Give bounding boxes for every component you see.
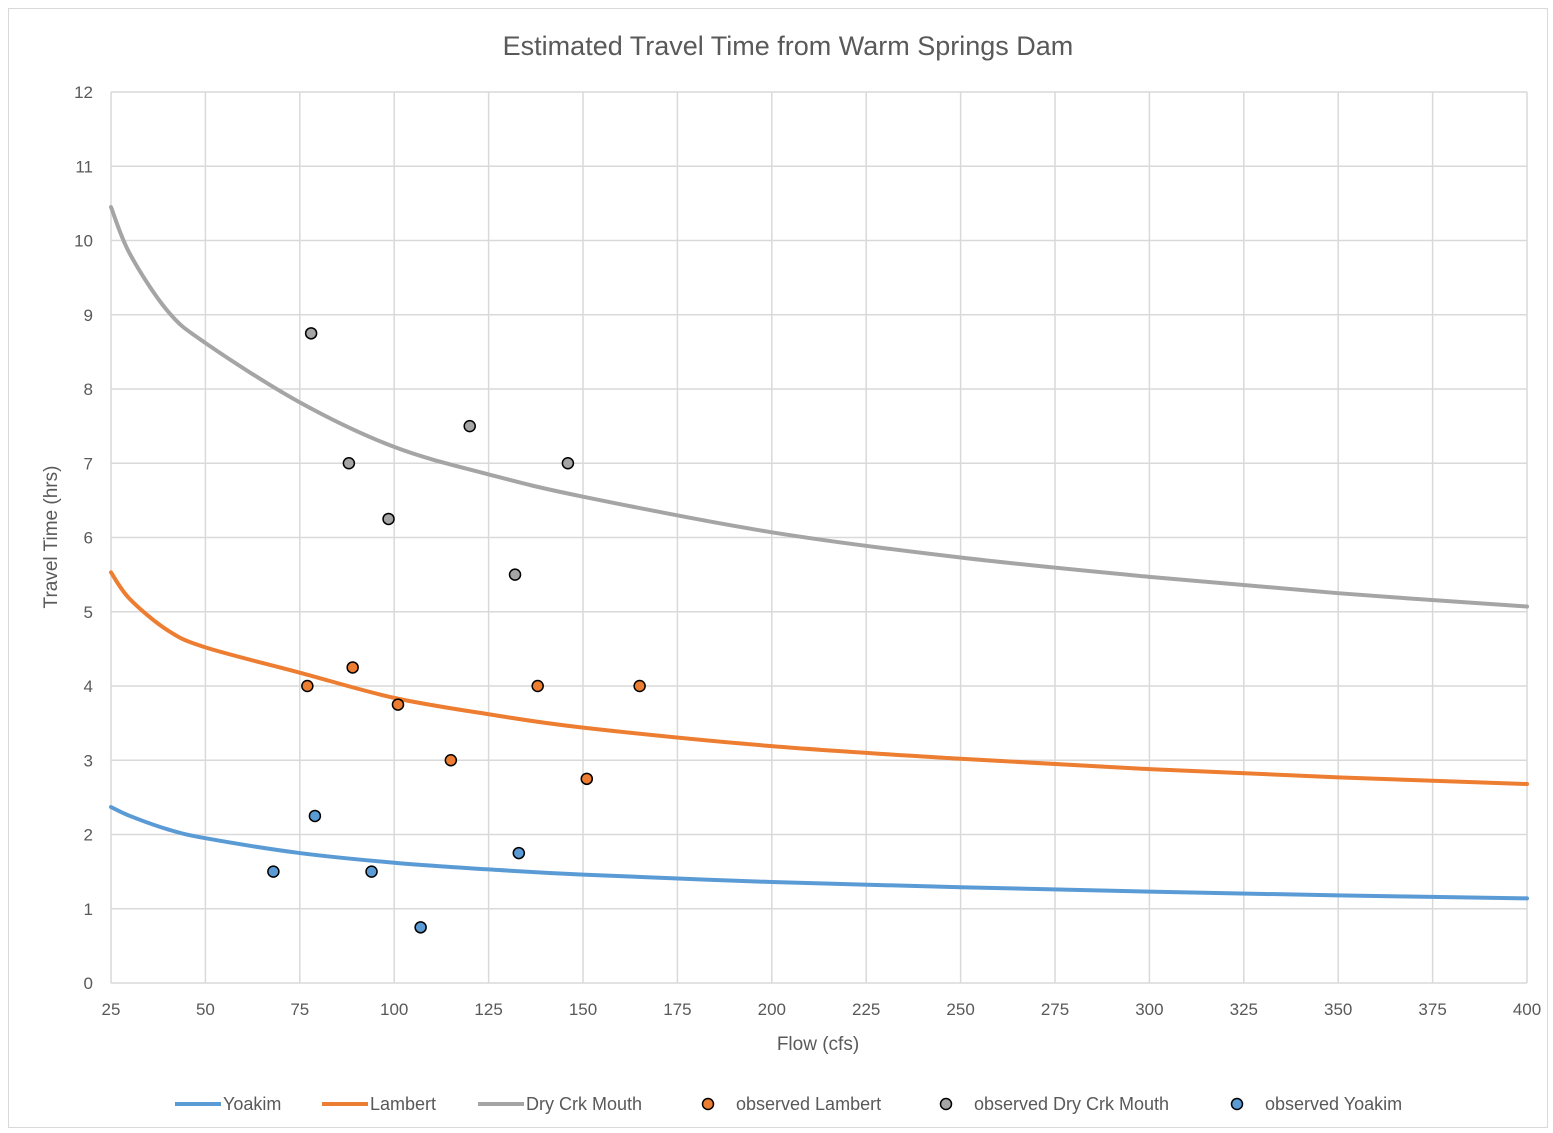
y-tick-label: 8	[84, 380, 93, 399]
y-tick-label: 2	[84, 826, 93, 845]
observed-yoakim-point	[308, 809, 322, 823]
observed-dry-crk-mouth-legend-label: observed Dry Crk Mouth	[974, 1094, 1169, 1114]
observed-lambert-point	[391, 698, 405, 711]
observed-lambert-point	[444, 754, 458, 767]
y-tick-label: 5	[84, 603, 93, 622]
observed-dry-crk-mouth-point	[342, 457, 356, 470]
observed-yoakim-legend-swatch	[1230, 1097, 1244, 1111]
x-tick-label: 50	[196, 1000, 215, 1019]
chart-frame	[8, 8, 1548, 1128]
observed-yoakim-point	[512, 846, 526, 860]
series-points	[267, 327, 646, 934]
observed-lambert-legend-label: observed Lambert	[736, 1094, 881, 1114]
y-axis-label: Travel Time (hrs)	[41, 466, 62, 609]
x-tick-label: 150	[569, 1000, 597, 1019]
y-tick-label: 1	[84, 900, 93, 919]
x-tick-label: 350	[1324, 1000, 1352, 1019]
observed-dry-crk-mouth-point	[561, 457, 575, 470]
observed-yoakim-point	[365, 865, 378, 878]
x-tick-label: 300	[1135, 1000, 1163, 1019]
x-tick-label: 200	[758, 1000, 786, 1019]
series-lines	[109, 205, 1529, 901]
observed-lambert-point	[301, 679, 314, 693]
observed-dry-crk-mouth-point	[304, 327, 318, 340]
observed-lambert-point	[633, 679, 646, 693]
y-tick-label: 11	[75, 157, 93, 176]
observed-yoakim-point	[414, 921, 427, 934]
x-tick-label: 175	[663, 1000, 691, 1019]
observed-dry-crk-mouth-point	[382, 512, 395, 526]
y-tick-label: 9	[84, 306, 93, 325]
x-tick-label: 400	[1513, 1000, 1541, 1019]
x-tick-label: 250	[946, 1000, 974, 1019]
observed-lambert-point	[346, 661, 359, 674]
observed-yoakim-point	[267, 865, 280, 878]
observed-dry-crk-mouth-point	[463, 419, 476, 433]
x-tick-label: 275	[1041, 1000, 1069, 1019]
chart-title: Estimated Travel Time from Warm Springs …	[503, 31, 1074, 61]
dry-crk-mouth-line	[109, 205, 1529, 609]
x-tick-label: 25	[102, 1000, 121, 1019]
y-tick-label: 12	[74, 83, 93, 102]
y-tick-label: 0	[84, 974, 93, 993]
observed-dry-crk-mouth-legend-swatch	[939, 1097, 953, 1111]
x-tick-label: 375	[1418, 1000, 1446, 1019]
observed-lambert-point	[580, 772, 594, 786]
y-tick-label: 7	[84, 454, 93, 473]
lambert-line	[109, 570, 1529, 787]
yoakim-line	[109, 805, 1529, 901]
x-tick-label: 225	[852, 1000, 880, 1019]
y-tick-label: 6	[84, 529, 93, 548]
dry-crk-mouth-legend-label: Dry Crk Mouth	[526, 1094, 642, 1114]
y-tick-label: 4	[84, 677, 93, 696]
x-tick-label: 75	[290, 1000, 309, 1019]
lambert-legend-label: Lambert	[370, 1094, 436, 1114]
y-tick-label: 10	[74, 232, 93, 251]
observed-yoakim-legend-label: observed Yoakim	[1265, 1094, 1402, 1114]
yoakim-legend-label: Yoakim	[223, 1094, 281, 1114]
observed-dry-crk-mouth-point	[508, 568, 522, 581]
observed-lambert-legend-swatch	[701, 1097, 715, 1111]
x-tick-labels: 25 50 75 100 125 150 175 200 225 250 275 300 325 350 3…	[102, 1000, 1542, 1019]
x-tick-label: 325	[1230, 1000, 1258, 1019]
observed-lambert-point	[531, 679, 544, 693]
x-tick-label: 100	[380, 1000, 408, 1019]
x-axis-label: Flow (cfs)	[777, 1034, 859, 1055]
y-tick-label: 3	[84, 751, 93, 770]
legend: Yoakim Lambert Dry Crk Mouth observed Lambe…	[175, 1094, 1402, 1114]
x-tick-label: 125	[474, 1000, 502, 1019]
